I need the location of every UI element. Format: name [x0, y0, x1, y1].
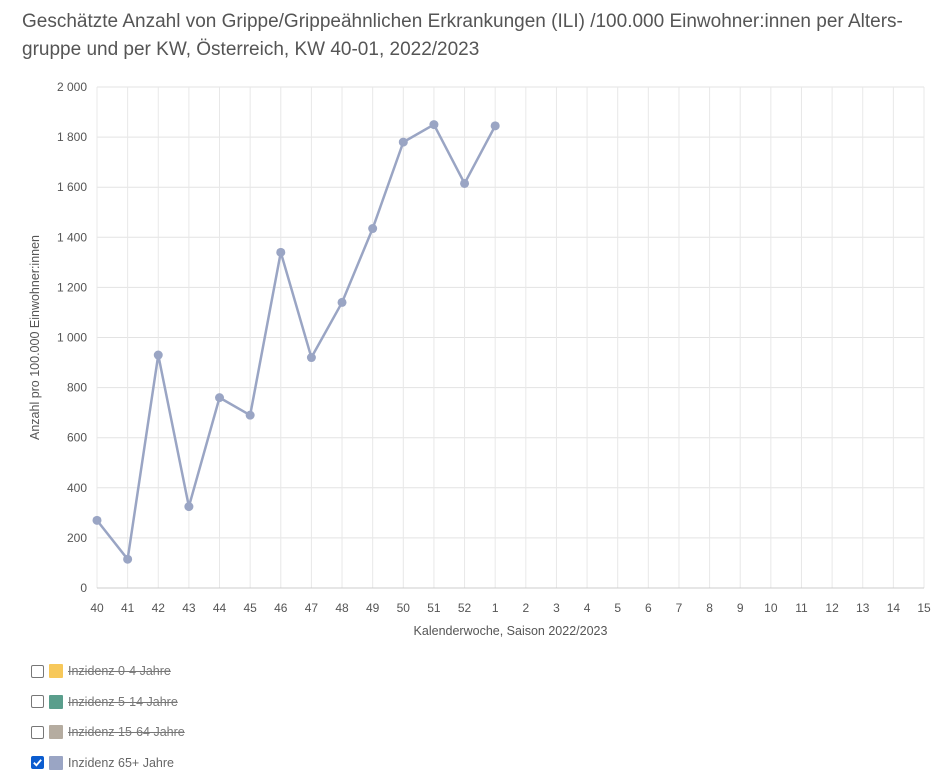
x-tick-label: 43 — [182, 601, 196, 615]
checkmark-icon — [32, 757, 43, 768]
x-tick-label: 8 — [706, 601, 713, 615]
x-tick-label: 52 — [458, 601, 472, 615]
legend-item-0-4[interactable]: Inzidenz 0-4 Jahre — [31, 656, 185, 687]
legend-label-65-plus: Inzidenz 65+ Jahre — [68, 756, 174, 770]
data-point — [460, 179, 469, 188]
x-tick-label: 50 — [397, 601, 411, 615]
x-tick-label: 4 — [584, 601, 591, 615]
data-point — [368, 224, 377, 233]
x-tick-label: 15 — [917, 601, 931, 615]
checkbox-0-4[interactable] — [31, 665, 44, 678]
x-tick-label: 47 — [305, 601, 319, 615]
x-tick-label: 7 — [676, 601, 683, 615]
data-point — [276, 248, 285, 257]
swatch-5-14 — [49, 695, 63, 709]
data-point — [399, 138, 408, 147]
checkbox-65-plus[interactable] — [31, 756, 44, 769]
data-point — [93, 516, 102, 525]
x-tick-label: 45 — [243, 601, 257, 615]
y-tick-label: 1 000 — [57, 331, 87, 345]
legend-item-5-14[interactable]: Inzidenz 5-14 Jahre — [31, 687, 185, 718]
x-tick-label: 11 — [795, 601, 808, 615]
x-tick-label: 14 — [887, 601, 901, 615]
data-point — [154, 351, 163, 360]
y-tick-label: 200 — [67, 531, 87, 545]
x-tick-label: 12 — [825, 601, 839, 615]
data-point — [338, 298, 347, 307]
swatch-65-plus — [49, 756, 63, 770]
legend-item-15-64[interactable]: Inzidenz 15-64 Jahre — [31, 717, 185, 748]
x-axis-title: Kalenderwoche, Saison 2022/2023 — [414, 624, 608, 638]
y-tick-label: 1 800 — [57, 130, 87, 144]
y-tick-label: 400 — [67, 481, 87, 495]
legend-label-5-14: Inzidenz 5-14 Jahre — [68, 695, 178, 709]
x-tick-label: 10 — [764, 601, 778, 615]
x-tick-label: 42 — [152, 601, 166, 615]
checkbox-5-14[interactable] — [31, 695, 44, 708]
swatch-0-4 — [49, 664, 63, 678]
y-tick-label: 1 600 — [57, 180, 87, 194]
data-point — [215, 393, 224, 402]
x-tick-label: 6 — [645, 601, 652, 615]
legend: Inzidenz 0-4 Jahre Inzidenz 5-14 Jahre I… — [31, 656, 185, 778]
x-tick-label: 51 — [427, 601, 441, 615]
legend-label-15-64: Inzidenz 15-64 Jahre — [68, 725, 185, 739]
y-tick-label: 2 000 — [57, 80, 87, 94]
x-tick-label: 44 — [213, 601, 227, 615]
y-axis-title: Anzahl pro 100.000 Einwohner:innen — [28, 235, 42, 440]
x-tick-label: 5 — [614, 601, 621, 615]
legend-label-0-4: Inzidenz 0-4 Jahre — [68, 664, 171, 678]
x-tick-label: 40 — [90, 601, 104, 615]
legend-item-65-plus[interactable]: Inzidenz 65+ Jahre — [31, 748, 185, 778]
data-point — [429, 120, 438, 129]
data-point — [491, 121, 500, 130]
y-tick-label: 800 — [67, 381, 87, 395]
x-tick-label: 48 — [335, 601, 349, 615]
x-tick-label: 46 — [274, 601, 288, 615]
series-line — [97, 125, 495, 560]
x-tick-label: 2 — [522, 601, 529, 615]
x-tick-label: 13 — [856, 601, 870, 615]
swatch-15-64 — [49, 725, 63, 739]
y-tick-label: 600 — [67, 431, 87, 445]
data-point — [123, 555, 132, 564]
y-tick-label: 1 200 — [57, 280, 87, 294]
data-point — [307, 353, 316, 362]
data-point — [184, 502, 193, 511]
data-point — [246, 411, 255, 420]
x-tick-label: 49 — [366, 601, 380, 615]
x-tick-label: 41 — [121, 601, 135, 615]
line-chart: 0 200 400 600 800 1 000 1 200 1 400 1 600 1 800 2 … — [0, 0, 943, 650]
x-tick-label: 1 — [492, 601, 499, 615]
y-tick-label: 1 400 — [57, 230, 87, 244]
checkbox-15-64[interactable] — [31, 726, 44, 739]
y-tick-label: 0 — [80, 581, 87, 595]
x-tick-label: 3 — [553, 601, 560, 615]
x-tick-label: 9 — [737, 601, 744, 615]
